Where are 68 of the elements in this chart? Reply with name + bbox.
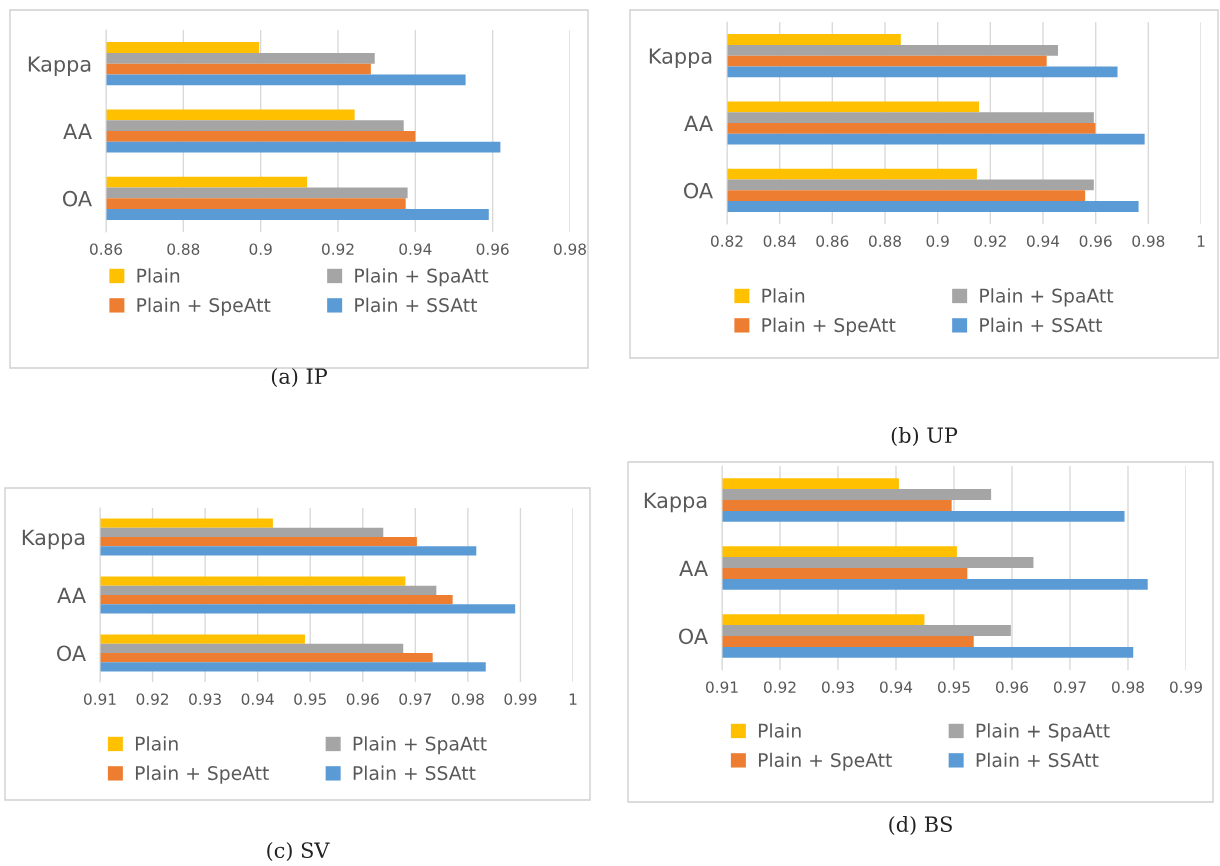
x-tick-label: 0.84 [763,235,796,247]
x-tick-label: 0.91 [84,693,116,705]
legend-label: Plain [137,268,180,283]
x-tick-label: 0.94 [880,681,913,693]
legend-label: Plain + SSAtt [355,297,478,313]
x-tick-label: 0.92 [764,681,796,693]
x-tick-label: 1 [1197,235,1205,247]
x-tick-label: 0.88 [869,235,901,247]
legend-label: Plain + SpeAtt [137,297,271,316]
y-tick-label: Kappa [644,492,707,513]
x-tick-label: 0.96 [476,243,509,255]
x-tick-label: 0.94 [241,693,274,705]
legend-label: Plain + SSAtt [976,752,1099,768]
legend-label: Plain [135,736,178,751]
legend-label: Plain + SpaAtt [980,288,1114,307]
x-tick-label: 0.98 [1112,681,1144,693]
x-tick-label: 0.96 [996,681,1029,693]
x-tick-label: 0.95 [294,693,326,705]
x-tick-label: 0.93 [822,681,854,693]
y-tick-label: OA [62,190,92,207]
y-tick-label: Kappa [649,48,712,68]
y-tick-label: AA [63,123,92,139]
x-tick-label: 0.92 [974,235,1006,247]
text: (a) IP [271,367,328,387]
x-tick-label: 0.97 [1054,681,1086,693]
y-tick-label: OA [683,182,713,199]
legend-label: Plain + SSAtt [353,765,476,781]
x-tick-label: 0.91 [706,681,738,693]
y-tick-label: OA [678,628,708,645]
x-tick-label: 0.9 [249,243,272,255]
x-tick-label: 0.99 [1170,681,1202,693]
legend-label: Plain + SpeAtt [135,765,269,784]
legend-label: Plain + SSAtt [980,317,1103,333]
y-tick-label: Kappa [28,56,91,76]
x-tick-label: 0.97 [399,693,432,705]
legend-label: Plain + SpaAtt [353,736,487,755]
x-tick-label: 0.96 [346,693,379,705]
x-tick-label: 0.93 [189,693,221,705]
x-tick-label: 0.94 [399,243,432,255]
y-tick-label: AA [679,560,708,576]
y-tick-label: OA [56,645,86,662]
legend-label: Plain + SpaAtt [976,723,1110,742]
legend-label: Plain + SpeAtt [758,752,892,771]
x-tick-label: 0.88 [167,243,200,255]
x-tick-label: 0.86 [90,243,123,255]
y-tick-label: AA [57,587,86,603]
x-tick-label: 0.98 [1132,235,1165,247]
x-tick-label: 0.98 [554,243,586,255]
y-tick-label: AA [684,115,713,131]
text: (d) BS [889,815,952,835]
legend-label: Plain [758,723,801,738]
x-tick-label: 0.94 [1027,235,1060,247]
x-tick-label: 0.92 [322,243,354,255]
x-tick-label: 0.99 [504,693,537,705]
x-tick-label: 0.82 [711,235,743,247]
legend-label: Plain [762,288,805,303]
legend-label: Plain + SpeAtt [762,317,896,336]
legend-label: Plain + SpaAtt [355,268,489,287]
x-tick-label: 0.96 [1079,235,1112,247]
x-tick-label: 0.92 [136,693,169,705]
x-tick-label: 0.86 [816,235,849,247]
x-tick-label: 0.98 [451,693,484,705]
x-tick-label: 0.9 [926,235,949,247]
text: (b) UP [891,426,958,446]
x-tick-label: 1 [569,693,577,705]
text: (c) SV [267,841,330,861]
y-tick-label: Kappa [22,529,85,550]
x-tick-label: 0.95 [938,681,970,693]
